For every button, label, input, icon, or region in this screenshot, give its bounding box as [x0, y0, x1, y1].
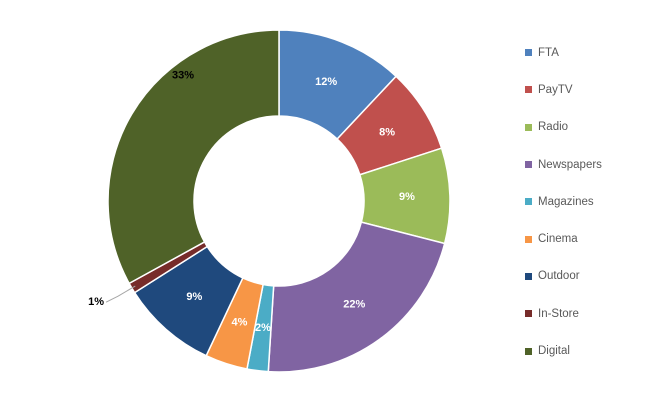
legend-label: In-Store [538, 307, 579, 320]
legend-label: Cinema [538, 233, 578, 246]
legend-label: Newspapers [538, 158, 602, 171]
legend-item-radio: Radio [525, 109, 602, 146]
legend-label: Magazines [538, 195, 594, 208]
data-label-newspapers: 22% [343, 298, 365, 310]
data-label-fta: 12% [315, 76, 337, 88]
data-label-paytv: 8% [379, 126, 395, 138]
legend-swatch [525, 235, 532, 243]
legend-swatch [525, 347, 532, 355]
legend-swatch [525, 123, 532, 131]
legend-swatch [525, 198, 532, 206]
legend-label: PayTV [538, 83, 573, 96]
legend-item-cinema: Cinema [525, 220, 602, 257]
legend-item-in-store: In-Store [525, 295, 602, 332]
legend-label: Outdoor [538, 270, 580, 283]
data-label-digital: 33% [172, 69, 194, 81]
legend-item-newspapers: Newspapers [525, 146, 602, 183]
legend-item-paytv: PayTV [525, 71, 602, 108]
legend-label: Digital [538, 345, 570, 358]
legend-swatch [525, 49, 532, 57]
slice-digital [107, 29, 280, 285]
legend-swatch [525, 272, 532, 280]
data-label-radio: 9% [399, 191, 415, 203]
legend-item-magazines: Magazines [525, 183, 602, 220]
data-label-in-store: 1% [88, 296, 104, 308]
legend-swatch [525, 310, 532, 318]
donut-slices [107, 29, 451, 373]
legend-swatch [525, 161, 532, 169]
legend-item-digital: Digital [525, 332, 602, 369]
leader-line-in-store [105, 285, 136, 303]
data-label-magazines: 2% [255, 322, 271, 334]
legend-label: FTA [538, 46, 559, 59]
data-label-outdoor: 9% [186, 291, 202, 303]
data-label-cinema: 4% [231, 317, 247, 329]
legend-swatch [525, 86, 532, 94]
data-labels: 12% 8% 9% 22% 2% 4% 9% 1% 33% [88, 69, 415, 334]
slice-newspapers [267, 221, 446, 373]
legend-label: Radio [538, 121, 569, 134]
legend: FTA PayTV Radio Newspapers Magazines Cinema Ou… [525, 34, 602, 370]
legend-item-fta: FTA [525, 34, 602, 71]
legend-item-outdoor: Outdoor [525, 258, 602, 295]
